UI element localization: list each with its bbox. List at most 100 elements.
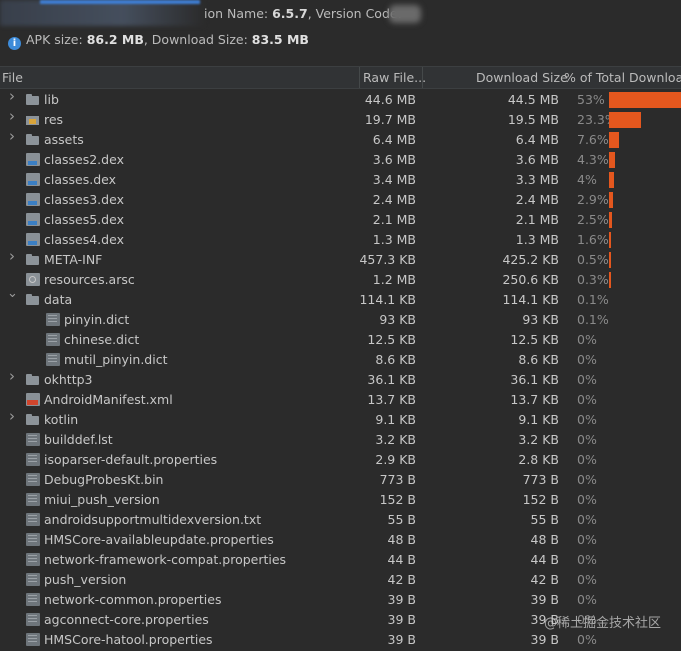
download-size: 152 B	[522, 492, 559, 507]
table-row[interactable]: › res 19.7 MB 19.5 MB 23.3%	[0, 107, 681, 130]
percent-of-total: 23.3%	[577, 112, 617, 127]
raw-file-size: 48 B	[387, 532, 416, 547]
download-size: 3.6 MB	[515, 152, 559, 167]
apk-size-line: i APK size: 86.2 MB, Download Size: 83.5 …	[8, 32, 309, 50]
table-header: File Raw File... Download Size % of Tota…	[0, 66, 681, 89]
table-row[interactable]: › okhttp3 36.1 KB 36.1 KB 0%	[0, 367, 681, 390]
file-name: network-common.properties	[44, 592, 222, 607]
table-row[interactable]: network-common.properties 39 B 39 B 0%	[0, 590, 681, 610]
table-row[interactable]: classes.dex 3.4 MB 3.3 MB 4%	[0, 170, 681, 190]
column-header-download-size[interactable]: Download Size	[476, 70, 568, 85]
table-row[interactable]: classes4.dex 1.3 MB 1.3 MB 1.6%	[0, 230, 681, 250]
raw-file-size: 9.1 KB	[375, 412, 416, 427]
file-name: DebugProbesKt.bin	[44, 472, 164, 487]
table-row[interactable]: network-framework-compat.properties 44 B 4…	[0, 550, 681, 570]
expand-arrow-right-icon[interactable]: ›	[9, 107, 15, 125]
raw-file-size: 8.6 KB	[375, 352, 416, 367]
folder-icon	[26, 413, 40, 426]
file-tree-table: › lib 44.6 MB 44.5 MB 53% › res 19.7 MB 19.5 MB 2…	[0, 87, 681, 650]
table-row[interactable]: resources.arsc 1.2 MB 250.6 KB 0.3%	[0, 270, 681, 290]
percent-of-total: 0%	[577, 432, 597, 447]
expand-arrow-down-icon[interactable]: ⌄	[7, 286, 18, 301]
table-row[interactable]: › kotlin 9.1 KB 9.1 KB 0%	[0, 407, 681, 430]
table-row[interactable]: › lib 44.6 MB 44.5 MB 53%	[0, 87, 681, 110]
download-size: 8.6 KB	[518, 352, 559, 367]
file-name: assets	[44, 132, 84, 147]
download-size: 773 B	[522, 472, 559, 487]
table-row[interactable]: HMSCore-hatool.properties 39 B 39 B 0%	[0, 630, 681, 650]
table-row[interactable]: classes2.dex 3.6 MB 3.6 MB 4.3%	[0, 150, 681, 170]
column-header-file[interactable]: File	[2, 70, 23, 85]
download-size: 6.4 MB	[515, 132, 559, 147]
raw-file-size: 13.7 KB	[367, 392, 416, 407]
expand-arrow-right-icon[interactable]: ›	[9, 87, 15, 105]
percent-bar	[609, 172, 614, 188]
column-header-percent-total[interactable]: % of Total Download	[564, 70, 681, 85]
file-name: push_version	[44, 572, 127, 587]
table-row[interactable]: pinyin.dict 93 KB 93 KB 0.1%	[0, 310, 681, 330]
table-row[interactable]: › assets 6.4 MB 6.4 MB 7.6%	[0, 127, 681, 150]
table-row[interactable]: mutil_pinyin.dict 8.6 KB 8.6 KB 0%	[0, 350, 681, 370]
column-separator[interactable]	[359, 67, 360, 88]
table-row[interactable]: push_version 42 B 42 B 0%	[0, 570, 681, 590]
percent-bar	[609, 272, 611, 288]
download-size: 48 B	[530, 532, 559, 547]
expand-arrow-right-icon[interactable]: ›	[9, 127, 15, 145]
percent-of-total: 4.3%	[577, 152, 609, 167]
apk-summary-bar: ion Name: 6.5.7, Version Code: i APK size…	[0, 0, 681, 60]
table-row[interactable]: AndroidManifest.xml 13.7 KB 13.7 KB 0%	[0, 390, 681, 410]
dex-file-icon	[26, 233, 40, 246]
raw-file-size: 3.6 MB	[372, 152, 416, 167]
table-row[interactable]: miui_push_version 152 B 152 B 0%	[0, 490, 681, 510]
arsc-file-icon	[26, 273, 40, 286]
text-file-icon	[26, 593, 40, 606]
percent-bar	[609, 132, 619, 148]
download-size: 114.1 KB	[502, 292, 559, 307]
table-row[interactable]: classes5.dex 2.1 MB 2.1 MB 2.5%	[0, 210, 681, 230]
percent-of-total: 0.3%	[577, 272, 609, 287]
column-header-raw-file-size[interactable]: Raw File...	[363, 70, 427, 85]
download-size: 44 B	[530, 552, 559, 567]
file-name: classes4.dex	[44, 232, 124, 247]
table-row[interactable]: DebugProbesKt.bin 773 B 773 B 0%	[0, 470, 681, 490]
percent-of-total: 4%	[577, 172, 597, 187]
table-row[interactable]: HMSCore-availableupdate.properties 48 B 48…	[0, 530, 681, 550]
expand-arrow-right-icon[interactable]: ›	[9, 247, 15, 265]
dex-file-icon	[26, 213, 40, 226]
download-size: 39 B	[530, 632, 559, 647]
raw-file-size: 3.2 KB	[375, 432, 416, 447]
version-line: ion Name: 6.5.7, Version Code:	[204, 6, 402, 21]
text-file-icon	[26, 613, 40, 626]
column-separator[interactable]	[422, 67, 423, 88]
table-row[interactable]: builddef.lst 3.2 KB 3.2 KB 0%	[0, 430, 681, 450]
table-row[interactable]: ⌄ data 114.1 KB 114.1 KB 0.1%	[0, 286, 681, 310]
raw-file-size: 1.3 MB	[372, 232, 416, 247]
apk-size-label: APK size:	[26, 32, 87, 47]
expand-arrow-right-icon[interactable]: ›	[9, 367, 15, 385]
xml-file-icon	[26, 393, 40, 406]
table-row[interactable]: agconnect-core.properties 39 B 39 B 0%	[0, 610, 681, 630]
download-size: 1.3 MB	[515, 232, 559, 247]
percent-of-total: 0%	[577, 612, 597, 627]
file-name: okhttp3	[44, 372, 93, 387]
file-name: network-framework-compat.properties	[44, 552, 287, 567]
raw-file-size: 44 B	[387, 552, 416, 567]
raw-file-size: 2.9 KB	[375, 452, 416, 467]
percent-bar	[609, 92, 681, 108]
download-size: 44.5 MB	[507, 92, 559, 107]
table-row[interactable]: isoparser-default.properties 2.9 KB 2.8 KB…	[0, 450, 681, 470]
text-file-icon	[26, 633, 40, 646]
table-row[interactable]: chinese.dict 12.5 KB 12.5 KB 0%	[0, 330, 681, 350]
percent-of-total: 0%	[577, 352, 597, 367]
percent-of-total: 0%	[577, 332, 597, 347]
file-name: isoparser-default.properties	[44, 452, 218, 467]
table-row[interactable]: › META-INF 457.3 KB 425.2 KB 0.5%	[0, 247, 681, 270]
folder-icon	[26, 93, 40, 106]
expand-arrow-right-icon[interactable]: ›	[9, 407, 15, 425]
folder-icon	[26, 293, 40, 306]
table-row[interactable]: classes3.dex 2.4 MB 2.4 MB 2.9%	[0, 190, 681, 210]
download-size: 93 KB	[522, 312, 559, 327]
percent-bar	[609, 112, 641, 128]
table-row[interactable]: androidsupportmultidexversion.txt 55 B 55 …	[0, 510, 681, 530]
version-name-label: ion Name:	[204, 6, 273, 21]
